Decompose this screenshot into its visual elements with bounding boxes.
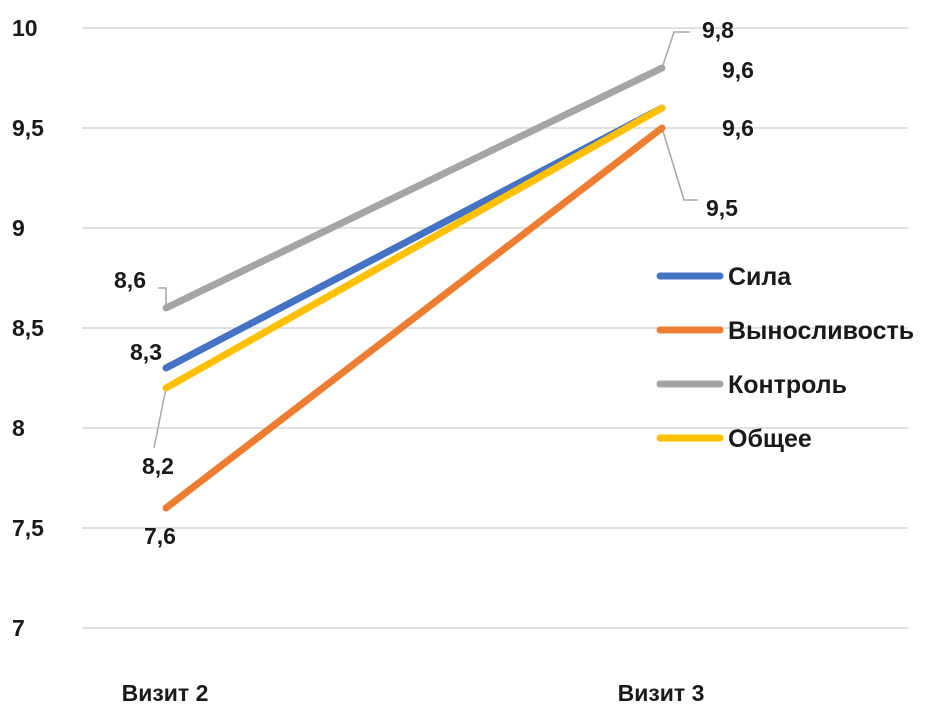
y-tick-label: 7: [12, 615, 25, 641]
legend: Сила Выносливость Контроль Общее: [656, 263, 914, 453]
y-tick-label: 7,5: [12, 515, 44, 541]
data-label: 7,6: [144, 523, 176, 549]
legend-label: Сила: [728, 263, 792, 291]
x-category-label: Визит 2: [122, 680, 209, 706]
series-line: [162, 104, 666, 392]
data-label: 9,5: [706, 195, 738, 221]
y-tick-label: 8: [12, 415, 25, 441]
data-label-leader: [158, 287, 167, 308]
y-axis-tick-labels: 7 7,5 8 8,5 9 9,5 10: [12, 15, 44, 641]
data-labels: 8,3 9,6 7,6 9,5 8,6 9,8 8,2 9,6: [114, 17, 754, 549]
data-label: 9,6: [722, 115, 754, 141]
legend-label: Выносливость: [728, 317, 914, 345]
y-tick-label: 10: [12, 15, 38, 41]
data-label: 8,6: [114, 267, 146, 293]
y-tick-label: 9,5: [12, 115, 44, 141]
data-label: 9,6: [722, 57, 754, 83]
legend-label: Общее: [728, 425, 812, 453]
x-axis-category-labels: Визит 2 Визит 3: [122, 680, 705, 706]
y-tick-label: 8,5: [12, 315, 44, 341]
data-label-leader: [661, 31, 690, 69]
data-label: 8,3: [130, 339, 162, 365]
data-label: 9,8: [702, 17, 734, 43]
data-label-leaders: [153, 31, 698, 449]
data-label-leader: [153, 387, 167, 449]
legend-label: Контроль: [728, 371, 847, 399]
data-label-leader: [661, 127, 698, 201]
series-line: [162, 124, 666, 512]
series-line: [162, 64, 666, 312]
y-tick-label: 9: [12, 215, 25, 241]
data-label: 8,2: [142, 453, 174, 479]
gridlines: [82, 27, 908, 629]
x-category-label: Визит 3: [618, 680, 705, 706]
series-lines: [162, 64, 666, 512]
